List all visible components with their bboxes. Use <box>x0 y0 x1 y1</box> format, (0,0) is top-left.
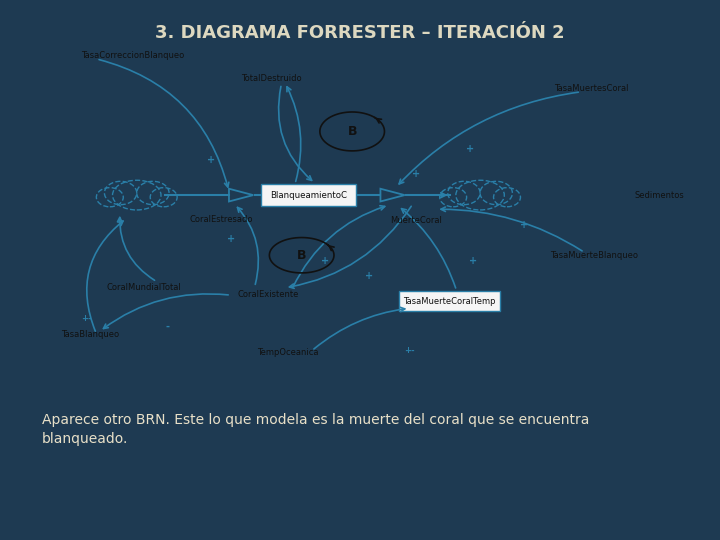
Text: Sedimentos: Sedimentos <box>635 191 685 200</box>
Text: +: + <box>321 255 329 266</box>
Text: Aparece otro BRN. Este lo que modela es la muerte del coral que se encuentra
bla: Aparece otro BRN. Este lo que modela es … <box>42 413 590 446</box>
Text: TasaMuerteCoralTemp: TasaMuerteCoralTemp <box>403 296 496 306</box>
Text: CoralEstresado: CoralEstresado <box>189 215 253 224</box>
FancyBboxPatch shape <box>400 291 500 312</box>
Text: TasaMuerteBlanqueo: TasaMuerteBlanqueo <box>551 251 639 260</box>
Text: MuerteCoral: MuerteCoral <box>390 217 442 225</box>
Text: B: B <box>348 125 357 138</box>
FancyBboxPatch shape <box>261 184 356 206</box>
Text: +: + <box>207 155 215 165</box>
Text: 3. DIAGRAMA FORRESTER – ITERACIÓN 2: 3. DIAGRAMA FORRESTER – ITERACIÓN 2 <box>156 24 564 42</box>
Text: +: + <box>412 169 420 179</box>
Text: +: + <box>466 144 474 154</box>
Text: +: + <box>520 220 528 230</box>
Text: TasaMuertesCoral: TasaMuertesCoral <box>554 84 629 93</box>
Text: TempOceanica: TempOceanica <box>258 348 319 357</box>
Text: TasaCorreccionBlanqueo: TasaCorreccionBlanqueo <box>81 51 184 60</box>
Text: -: - <box>165 322 169 332</box>
Text: CoralExistente: CoralExistente <box>238 289 299 299</box>
Text: +-: +- <box>404 346 415 355</box>
Text: TasaBlanqueo: TasaBlanqueo <box>60 330 119 339</box>
Text: BlanqueamientoC: BlanqueamientoC <box>270 191 347 200</box>
Text: TotalDestruido: TotalDestruido <box>241 74 302 83</box>
Text: +: + <box>227 234 235 244</box>
Text: +: + <box>469 255 477 266</box>
Text: +-: +- <box>81 314 91 323</box>
Text: CoralMundialTotal: CoralMundialTotal <box>106 282 181 292</box>
Text: B: B <box>297 249 307 262</box>
Text: +: + <box>365 272 373 281</box>
